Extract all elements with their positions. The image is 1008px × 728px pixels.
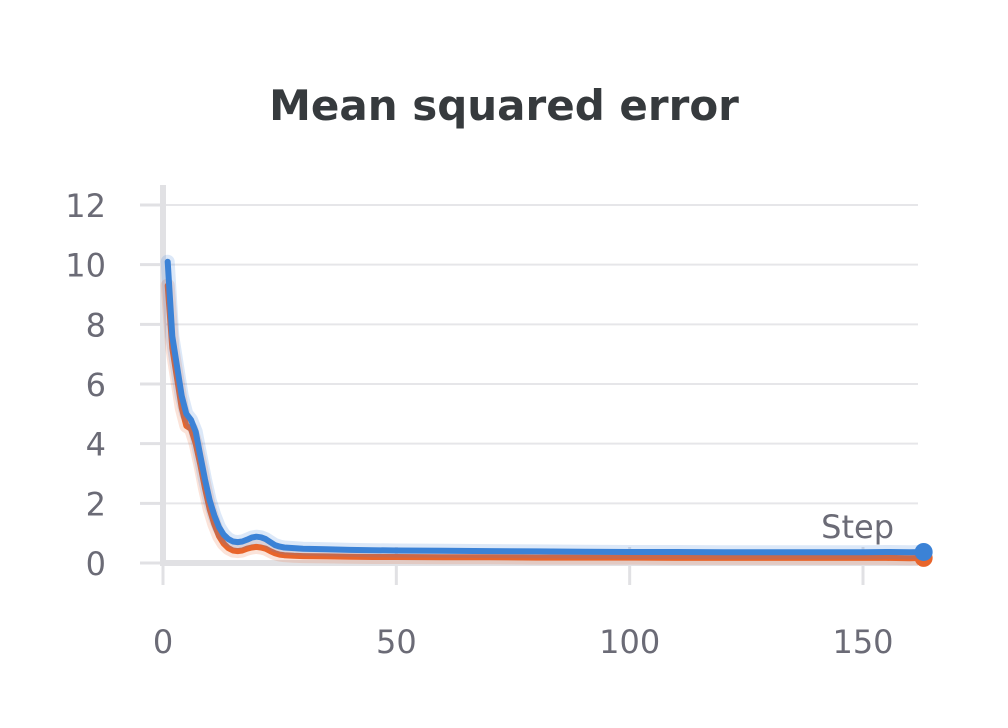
x-tick-label: 0: [153, 623, 173, 661]
gridlines: [163, 204, 918, 505]
series-lines: [160, 254, 933, 567]
series-halo: [160, 254, 931, 560]
series-halo: [160, 278, 931, 566]
y-tick-label: 4: [86, 426, 106, 464]
y-tick-label: 0: [86, 545, 106, 583]
y-tick-label: 12: [65, 187, 106, 225]
series-line-orange: [164, 282, 927, 562]
tick-labels: 0 2 4 6 8 10 12 0 50 100 150: [65, 187, 893, 661]
series-endpoint-blue: [914, 542, 933, 561]
chart-title: Mean squared error: [269, 81, 739, 130]
x-tick-label: 100: [599, 623, 660, 661]
y-tick-label: 10: [65, 247, 106, 285]
y-tick-label: 6: [86, 366, 106, 404]
x-tick-label: 50: [376, 623, 417, 661]
series-line-blue: [164, 258, 927, 556]
y-tick-label: 8: [86, 306, 106, 344]
x-axis-title: Step: [821, 508, 894, 546]
y-tick-label: 2: [86, 485, 106, 523]
x-tick-label: 150: [832, 623, 893, 661]
axes: [140, 185, 918, 585]
